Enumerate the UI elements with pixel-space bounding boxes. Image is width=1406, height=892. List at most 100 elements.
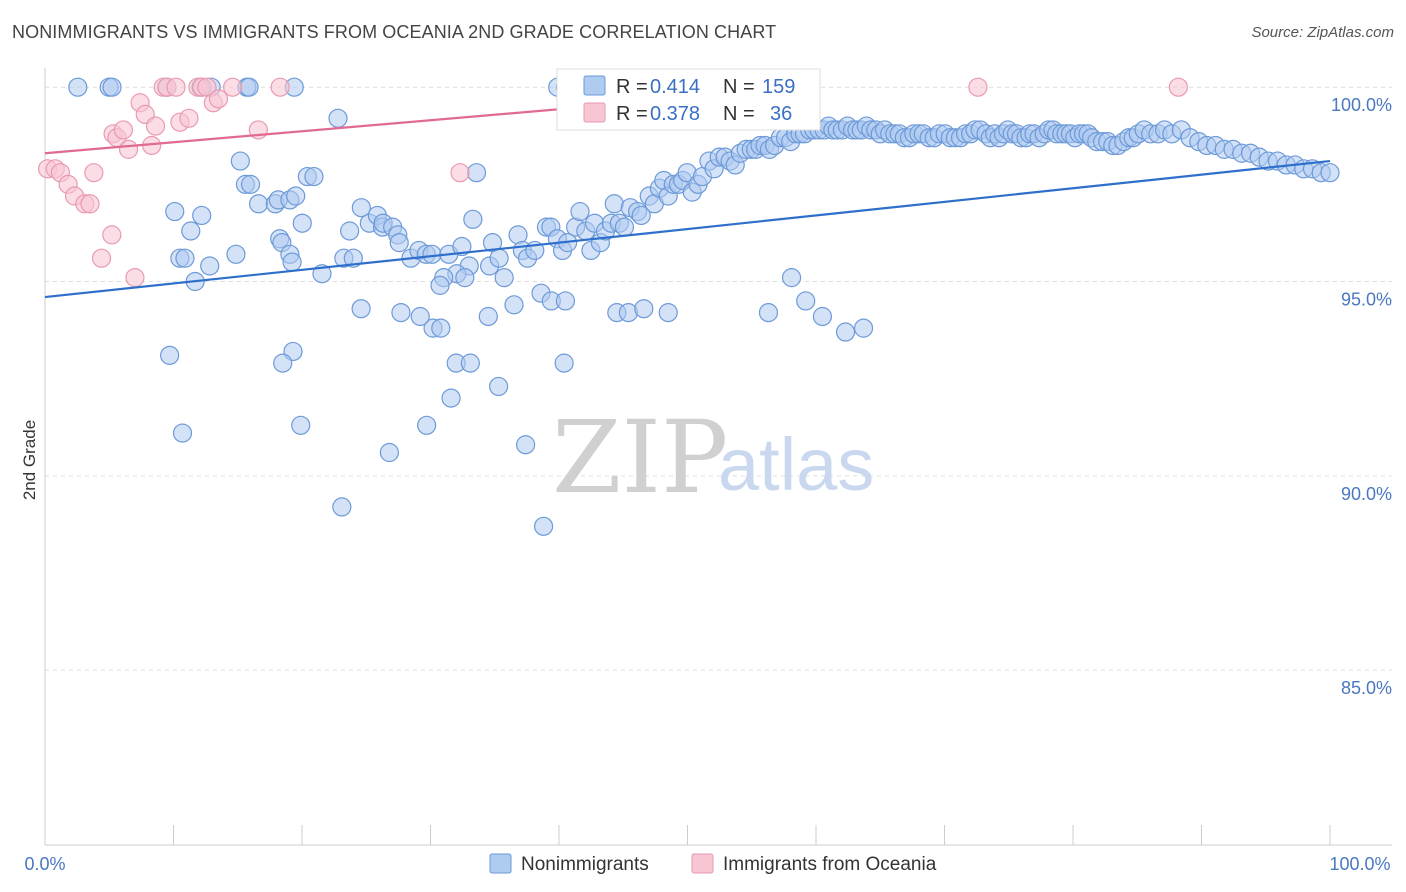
legend-r-value-2: 0.378 (650, 103, 700, 125)
point-nonimmigrants (291, 415, 311, 435)
point-nonimmigrants (452, 236, 472, 257)
y-axis-label: 2nd Grade (20, 420, 39, 500)
point-oceania (166, 77, 186, 97)
y-tick-label: 95.0% (1341, 290, 1392, 310)
point-oceania (102, 225, 122, 245)
point-oceania (179, 108, 199, 128)
point-nonimmigrants (466, 163, 487, 183)
point-nonimmigrants (328, 108, 348, 128)
y-tick-label: 90.0% (1341, 484, 1392, 504)
series-swatch-oceania (691, 853, 714, 874)
point-nonimmigrants (631, 205, 651, 226)
point-nonimmigrants (391, 302, 411, 323)
gridlines (45, 86, 1392, 671)
point-oceania (113, 120, 133, 140)
point-nonimmigrants (172, 423, 193, 443)
legend-r-label-1: R = (616, 76, 648, 98)
series-label-nonimmigrants: Nonimmigrants (521, 854, 649, 875)
point-nonimmigrants (430, 275, 450, 295)
axes: 85.0% 90.0% 95.0% 100.0% 0.0% 100.0% (24, 68, 1392, 874)
point-nonimmigrants (340, 221, 360, 241)
point-nonimmigrants (758, 302, 779, 323)
point-nonimmigrants (239, 77, 259, 97)
source-label: Source: ZipAtlas.com (1251, 24, 1394, 41)
point-nonimmigrants (489, 248, 509, 268)
point-nonimmigrants (604, 194, 624, 214)
point-nonimmigrants (422, 244, 442, 264)
point-oceania (968, 77, 988, 97)
point-oceania (91, 248, 112, 268)
point-nonimmigrants (533, 516, 554, 536)
watermark: ZIP atlas (552, 399, 874, 516)
legend-n-value-2: 36 (770, 103, 792, 125)
point-nonimmigrants (286, 186, 306, 206)
point-nonimmigrants (240, 174, 261, 194)
point-oceania (84, 163, 104, 183)
series-legend: Nonimmigrants Immigrants from Oceania (489, 853, 937, 875)
point-nonimmigrants (292, 213, 312, 233)
point-nonimmigrants (417, 415, 437, 435)
point-nonimmigrants (570, 201, 590, 222)
y-tick-label: 85.0% (1341, 678, 1392, 698)
legend-n-value-1: 159 (762, 76, 795, 98)
point-oceania (118, 139, 139, 159)
point-nonimmigrants (389, 233, 409, 253)
point-nonimmigrants (554, 353, 574, 373)
point-oceania (208, 89, 229, 109)
point-nonimmigrants (460, 353, 480, 373)
point-nonimmigrants (1320, 163, 1340, 183)
point-nonimmigrants (431, 318, 451, 338)
point-nonimmigrants (478, 306, 498, 327)
point-nonimmigrants (504, 295, 524, 315)
point-nonimmigrants (332, 497, 352, 517)
point-nonimmigrants (160, 345, 180, 365)
x-tick-label-min: 0.0% (24, 854, 65, 874)
point-nonimmigrants (351, 198, 371, 218)
point-nonimmigrants (853, 318, 874, 338)
x-tick-label-max: 100.0% (1329, 854, 1390, 874)
point-nonimmigrants (273, 353, 293, 373)
series-swatch-nonimmigrants (489, 853, 512, 874)
series-label-oceania: Immigrants from Oceania (723, 854, 937, 875)
legend-swatch-pink (583, 102, 606, 123)
point-nonimmigrants (175, 248, 195, 268)
point-nonimmigrants (248, 194, 269, 214)
point-oceania (270, 77, 290, 97)
point-nonimmigrants (441, 388, 461, 408)
point-nonimmigrants (658, 302, 678, 323)
point-nonimmigrants (343, 248, 363, 268)
point-oceania (450, 163, 470, 183)
point-nonimmigrants (455, 268, 475, 288)
point-nonimmigrants (304, 166, 324, 187)
legend-n-label-1: N = (723, 76, 755, 98)
point-nonimmigrants (379, 442, 399, 463)
point-nonimmigrants (812, 306, 833, 327)
point-nonimmigrants (200, 256, 220, 276)
point-oceania (145, 116, 166, 136)
y-tick-label: 100.0% (1331, 95, 1392, 115)
point-nonimmigrants (282, 252, 302, 272)
point-oceania (223, 77, 243, 97)
trend-line-nonimmigrants (44, 159, 1331, 299)
point-nonimmigrants (351, 299, 371, 319)
point-nonimmigrants (102, 77, 122, 97)
watermark-atlas: atlas (718, 423, 874, 506)
data-points (37, 77, 1340, 536)
point-nonimmigrants (181, 221, 201, 241)
point-oceania (1168, 77, 1188, 97)
legend-r-label-2: R = (616, 103, 648, 125)
point-nonimmigrants (835, 322, 856, 342)
correlation-legend: R = 0.414 N = 159 R = 0.378 N = 36 (556, 68, 821, 131)
point-nonimmigrants (614, 217, 635, 237)
point-nonimmigrants (165, 201, 185, 222)
watermark-zip: ZIP (552, 399, 728, 516)
point-nonimmigrants (555, 291, 576, 311)
point-nonimmigrants (230, 151, 250, 171)
point-nonimmigrants (781, 268, 802, 288)
point-nonimmigrants (192, 205, 212, 226)
point-oceania (125, 268, 145, 288)
point-nonimmigrants (515, 435, 536, 455)
point-oceania (80, 194, 100, 214)
legend-n-label-2: N = (723, 103, 755, 125)
